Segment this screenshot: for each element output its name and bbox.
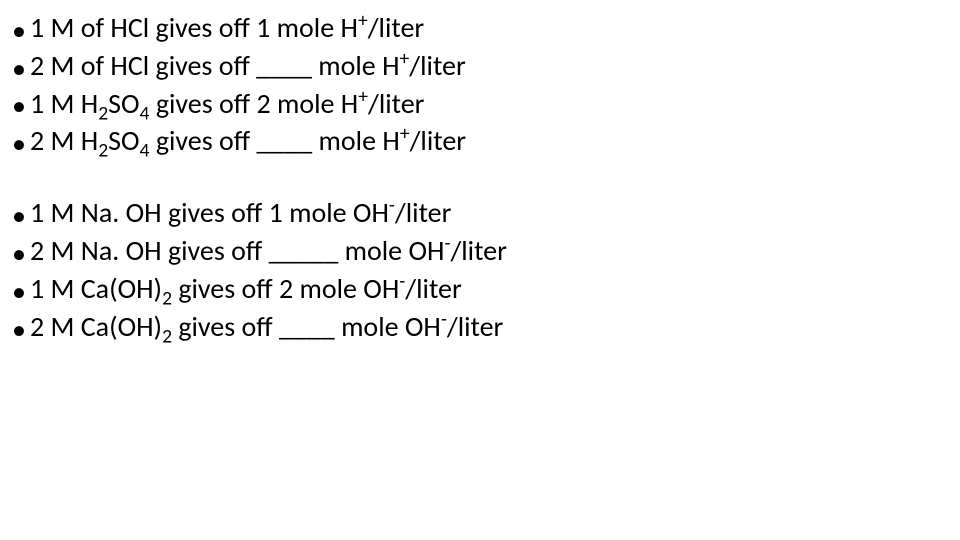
- text-segment: /liter: [368, 86, 424, 121]
- bullet-icon: •: [12, 88, 26, 123]
- subscript: 2: [162, 324, 172, 348]
- bullet-icon: •: [12, 274, 26, 309]
- superscript: +: [358, 9, 368, 33]
- text-segment: /liter: [450, 233, 506, 268]
- bullet-line-acid-3: •1 M H2SO4 gives off 2 mole H+/liter: [12, 86, 948, 124]
- bullet-icon: •: [12, 13, 26, 48]
- text-segment: 1 M of HCl gives off 1 mole H: [30, 10, 358, 45]
- superscript: +: [358, 84, 368, 108]
- text-segment: /liter: [410, 123, 466, 158]
- superscript: +: [400, 46, 410, 70]
- text-segment: gives off ____ mole OH: [172, 309, 441, 344]
- bullet-line-base-4: •2 M Ca(OH)2 gives off ____ mole OH-/lit…: [12, 309, 948, 347]
- bullet-icon: •: [12, 312, 26, 347]
- text-segment: /liter: [368, 10, 424, 45]
- text-segment: /liter: [447, 309, 503, 344]
- text-segment: 1 M Ca(OH): [30, 271, 162, 306]
- text-segment: 2 M Na. OH gives off _____ mole OH: [30, 233, 444, 268]
- text-segment: gives off 2 mole OH: [172, 271, 399, 306]
- text-segment: /liter: [409, 48, 465, 83]
- bullet-line-base-3: •1 M Ca(OH)2 gives off 2 mole OH-/liter: [12, 271, 948, 309]
- text-segment: /liter: [405, 271, 461, 306]
- subscript: 2: [98, 101, 108, 125]
- slide-content: •1 M of HCl gives off 1 mole H+/liter •2…: [0, 0, 960, 357]
- text-segment: 2 M H: [30, 123, 98, 158]
- text-segment: 1 M H: [30, 86, 98, 121]
- bullet-line-base-2: •2 M Na. OH gives off _____ mole OH-/lit…: [12, 233, 948, 271]
- text-segment: gives off ____ mole H: [149, 123, 399, 158]
- subscript: 4: [140, 101, 150, 125]
- bullet-line-base-1: •1 M Na. OH gives off 1 mole OH-/liter: [12, 195, 948, 233]
- bullet-line-acid-4: •2 M H2SO4 gives off ____ mole H+/liter: [12, 123, 948, 161]
- text-segment: gives off 2 mole H: [149, 86, 358, 121]
- bullet-line-acid-1: •1 M of HCl gives off 1 mole H+/liter: [12, 10, 948, 48]
- superscript: +: [400, 122, 410, 146]
- text-segment: 2 M Ca(OH): [30, 309, 162, 344]
- text-segment: SO: [108, 123, 139, 158]
- bullet-line-acid-2: •2 M of HCl gives off ____ mole H+/liter: [12, 48, 948, 86]
- bullet-icon: •: [12, 236, 26, 271]
- bullet-icon: •: [12, 126, 26, 161]
- subscript: 2: [98, 139, 108, 163]
- text-segment: /liter: [395, 195, 451, 230]
- bullet-icon: •: [12, 198, 26, 233]
- text-segment: 1 M Na. OH gives off 1 mole OH: [30, 195, 389, 230]
- group-separator: [12, 161, 948, 195]
- text-segment: 2 M of HCl gives off ____ mole H: [30, 48, 400, 83]
- subscript: 2: [162, 286, 172, 310]
- bullet-icon: •: [12, 51, 26, 86]
- subscript: 4: [140, 139, 150, 163]
- text-segment: SO: [108, 86, 139, 121]
